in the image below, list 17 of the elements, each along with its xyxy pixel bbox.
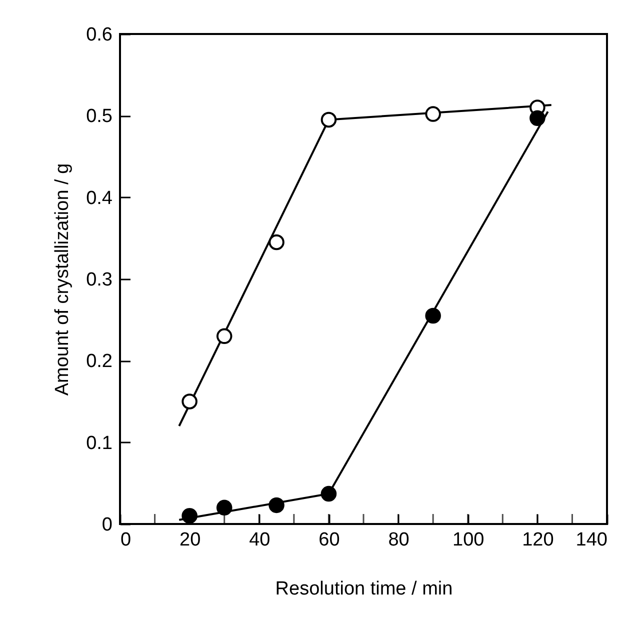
- x-tick-label: 60: [318, 530, 340, 550]
- x-tick-label: 80: [388, 530, 410, 550]
- y-axis-title: Amount of crystallization / g: [52, 163, 74, 396]
- x-axis-title: Resolution time / min: [275, 578, 453, 600]
- y-tick-label: 0.6: [86, 24, 112, 46]
- y-tick-label: 0.5: [86, 106, 112, 128]
- x-tick-label: 20: [180, 530, 201, 550]
- x-tick-label: 120: [522, 530, 554, 550]
- y-tick-label: 0: [102, 514, 112, 536]
- x-tick-label: 0: [120, 530, 132, 550]
- x-tick-label: 140: [576, 530, 608, 550]
- y-tick-label: 0.4: [86, 188, 113, 209]
- x-tick-label: 100: [452, 530, 484, 550]
- y-tick-label: 0.3: [86, 270, 112, 290]
- y-tick-label: 0.1: [86, 432, 112, 454]
- y-tick-label: 0.2: [86, 351, 112, 372]
- x-tick-label: 40: [249, 530, 270, 550]
